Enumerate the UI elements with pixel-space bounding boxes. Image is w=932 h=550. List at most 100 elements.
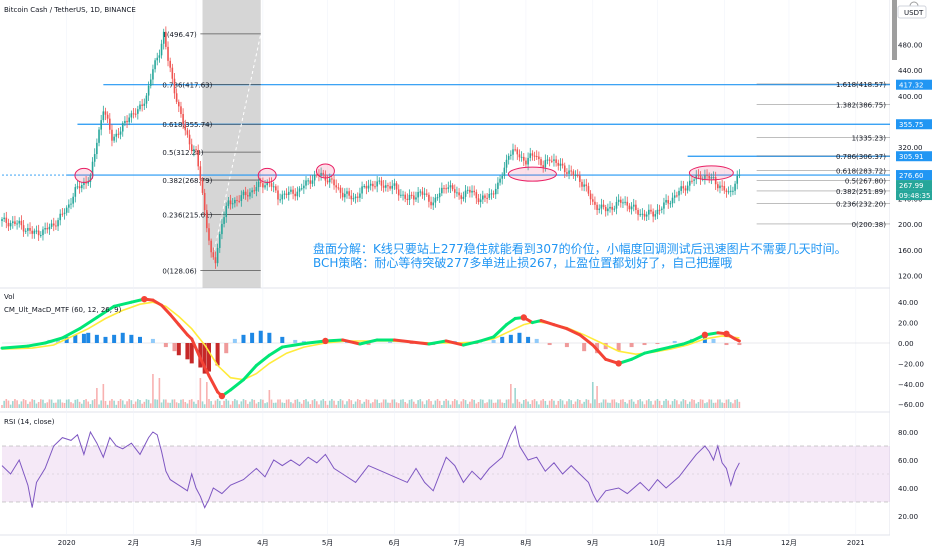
volume-bar (27, 403, 29, 408)
macd-line-segment (681, 339, 694, 346)
candle-body (684, 188, 687, 191)
candle-body (111, 129, 113, 141)
candle-body (583, 184, 585, 187)
candle-body (24, 230, 27, 232)
volume-bar (449, 404, 452, 408)
candle-body (624, 201, 626, 203)
volume-bar (322, 399, 325, 408)
candle-body (551, 160, 553, 162)
chart-title: Bitcoin Cash / TetherUS, 1D, BINANCE (4, 6, 136, 14)
fib-left-label: 0.236(215.01) (162, 212, 212, 220)
candle-body (561, 163, 564, 166)
candle-body (72, 196, 74, 204)
volume-bar (482, 399, 484, 408)
candle-body (249, 192, 251, 197)
volume-bar (512, 403, 514, 408)
volume-bar (531, 400, 534, 408)
candle-body (145, 95, 148, 104)
candle-body (566, 172, 568, 174)
volume-bar (671, 401, 674, 408)
candle-body (602, 204, 605, 207)
macd-histogram-bar (94, 334, 99, 343)
candle-body (206, 210, 208, 229)
highlight-ellipse (74, 167, 94, 183)
volume-bar (522, 399, 525, 408)
candle-body (449, 185, 452, 188)
candle-body (697, 174, 700, 176)
volume-bar (218, 400, 221, 408)
volume-bar (225, 399, 228, 408)
volume-bar (413, 401, 415, 408)
volume-bar (421, 401, 424, 408)
candle-body (404, 194, 406, 199)
candle-body (376, 181, 378, 187)
macd-histogram-bar (366, 343, 371, 346)
candle-body (520, 156, 523, 158)
candle-body (529, 153, 532, 158)
candle-body (535, 155, 538, 157)
candle-body (132, 113, 135, 115)
candle-body (609, 206, 611, 209)
candle-body (184, 124, 187, 131)
macd-line-segment (280, 343, 297, 349)
candle-body (464, 190, 467, 197)
candle-body (193, 149, 195, 152)
volume-bar (589, 403, 592, 408)
candle-body (335, 185, 337, 188)
volume-bar (227, 400, 230, 408)
macd-histogram-bar (241, 334, 246, 343)
volume-bar (184, 402, 187, 408)
candle-body (352, 198, 355, 200)
candle-body (393, 183, 396, 186)
volume-bar (307, 401, 309, 408)
candle-body (714, 177, 717, 185)
volume-bar (503, 403, 506, 408)
candle-body (510, 154, 512, 156)
volume-bar (9, 404, 12, 408)
candle-body (106, 114, 109, 119)
volume-bar (583, 401, 585, 408)
macd-tick: 40.00 (898, 299, 918, 307)
volume-bar (76, 399, 79, 408)
volume-bar (676, 400, 678, 408)
candle-body (527, 157, 529, 165)
volume-bar (89, 404, 92, 408)
currency-label: USDT (904, 9, 924, 17)
candle-body (413, 195, 415, 200)
volume-bar (128, 399, 131, 408)
volume-bar (5, 399, 8, 408)
candle-body (620, 199, 622, 203)
fib-retracements[interactable]: 1(496.47) 0.786(417.63) 0.618(355.74) 0.5(3… (162, 31, 890, 276)
candle-body (98, 129, 100, 143)
volume-bar (402, 399, 404, 408)
candle-body (266, 181, 268, 186)
volume-bar (585, 399, 588, 408)
macd-histogram-bar (388, 340, 393, 343)
volume-bar (309, 404, 312, 408)
macd-cross-dot (218, 392, 226, 400)
volume-bar (732, 403, 734, 408)
macd-line-segment (60, 327, 82, 340)
candle-body (83, 181, 85, 185)
candle-body (9, 223, 12, 227)
currency-button[interactable]: USDT (897, 5, 927, 19)
candle-body (91, 161, 94, 176)
volume-bar (492, 402, 495, 408)
volume-bar (61, 402, 64, 408)
candle-body (691, 180, 693, 182)
volume-bar (423, 404, 426, 408)
macd-histogram-bar (564, 343, 569, 348)
candle-body (719, 185, 721, 189)
volume-bar (167, 402, 169, 408)
volume-bar (660, 404, 663, 408)
volume-bar (83, 399, 85, 408)
highlight-ellipses[interactable] (74, 163, 734, 183)
fib-left-label: 1(496.47) (162, 31, 197, 39)
candle-body (574, 175, 577, 177)
candle-body (604, 206, 607, 212)
volume-bar (311, 400, 314, 408)
candle-body (326, 180, 329, 183)
volume-bar (486, 402, 488, 408)
volume-bar (699, 399, 702, 408)
